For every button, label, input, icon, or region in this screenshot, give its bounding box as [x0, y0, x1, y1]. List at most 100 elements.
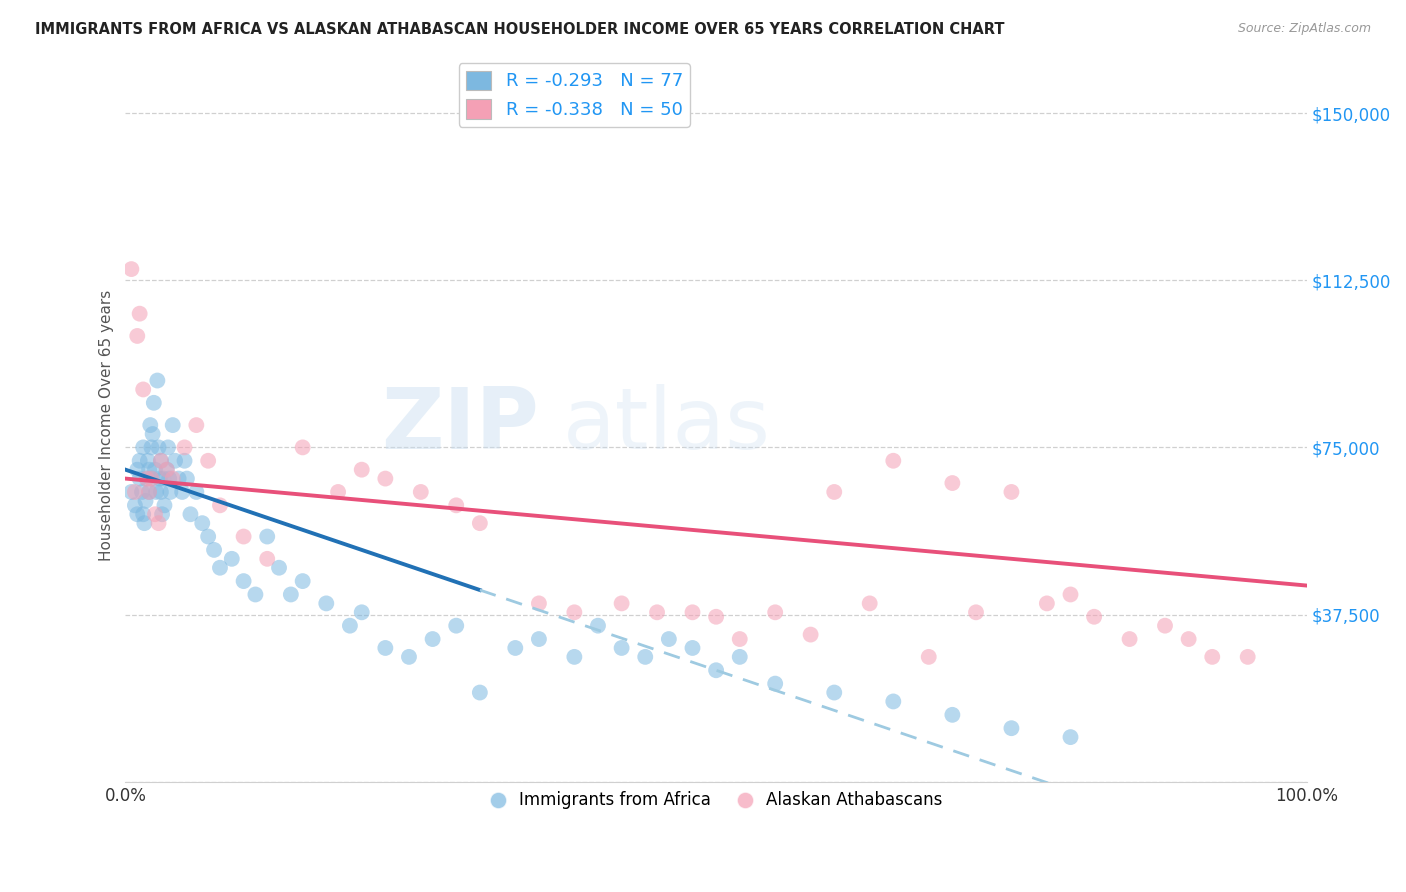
Point [179, 508, 201, 522]
Point [422, 632, 444, 646]
Point [127, 463, 149, 477]
Point [197, 529, 219, 543]
Point [159, 485, 181, 500]
Point [156, 463, 179, 477]
Point [208, 560, 231, 574]
Point [221, 551, 243, 566]
Point [444, 618, 467, 632]
Point [124, 499, 146, 513]
Text: Source: ZipAtlas.com: Source: ZipAtlas.com [1237, 22, 1371, 36]
Point [564, 649, 586, 664]
Point [941, 707, 963, 722]
Point [172, 485, 194, 500]
Point [610, 596, 633, 610]
Point [527, 632, 550, 646]
Point [156, 441, 179, 455]
Point [256, 529, 278, 543]
Point [134, 516, 156, 531]
Point [145, 485, 167, 500]
Point [153, 499, 176, 513]
Point [374, 472, 396, 486]
Point [658, 632, 681, 646]
Point [682, 640, 704, 655]
Point [527, 596, 550, 610]
Point [167, 472, 190, 486]
Point [823, 485, 845, 500]
Point [232, 574, 254, 588]
Point [586, 618, 609, 632]
Point [127, 329, 149, 343]
Point [1059, 587, 1081, 601]
Point [245, 587, 267, 601]
Point [149, 454, 172, 468]
Point [148, 441, 170, 455]
Point [131, 485, 153, 500]
Point [941, 476, 963, 491]
Point [136, 454, 159, 468]
Point [128, 472, 150, 486]
Point [682, 605, 704, 619]
Point [173, 454, 195, 468]
Point [350, 463, 373, 477]
Point [176, 472, 198, 486]
Point [564, 605, 586, 619]
Point [148, 516, 170, 531]
Point [1059, 730, 1081, 744]
Point [142, 396, 165, 410]
Point [132, 508, 155, 522]
Point [142, 427, 165, 442]
Point [409, 485, 432, 500]
Point [143, 508, 166, 522]
Point [859, 596, 882, 610]
Point [138, 463, 160, 477]
Point [149, 472, 172, 486]
Point [823, 685, 845, 699]
Point [156, 463, 179, 477]
Point [124, 485, 146, 500]
Point [444, 499, 467, 513]
Point [291, 441, 314, 455]
Point [291, 574, 314, 588]
Point [918, 649, 941, 664]
Point [141, 441, 163, 455]
Point [634, 649, 657, 664]
Point [191, 516, 214, 531]
Point [350, 605, 373, 619]
Point [374, 640, 396, 655]
Point [157, 472, 180, 486]
Point [800, 627, 823, 641]
Point [127, 508, 149, 522]
Point [138, 485, 160, 500]
Point [150, 508, 173, 522]
Point [128, 307, 150, 321]
Point [339, 618, 361, 632]
Point [256, 551, 278, 566]
Point [120, 485, 142, 500]
Point [326, 485, 349, 500]
Point [503, 640, 526, 655]
Point [965, 605, 987, 619]
Point [208, 499, 231, 513]
Point [128, 454, 150, 468]
Point [135, 472, 157, 486]
Point [232, 529, 254, 543]
Point [173, 441, 195, 455]
Point [165, 454, 187, 468]
Point [135, 472, 157, 486]
Point [162, 418, 184, 433]
Text: IMMIGRANTS FROM AFRICA VS ALASKAN ATHABASCAN HOUSEHOLDER INCOME OVER 65 YEARS CO: IMMIGRANTS FROM AFRICA VS ALASKAN ATHABA… [35, 22, 1005, 37]
Text: atlas: atlas [562, 384, 770, 467]
Point [468, 516, 491, 531]
Point [1036, 596, 1059, 610]
Point [1000, 721, 1022, 735]
Point [135, 494, 157, 508]
Point [728, 632, 751, 646]
Point [186, 485, 208, 500]
Point [149, 485, 172, 500]
Text: ZIP: ZIP [381, 384, 538, 467]
Point [141, 472, 163, 486]
Point [186, 418, 208, 433]
Point [468, 685, 491, 699]
Point [149, 454, 172, 468]
Point [1000, 485, 1022, 500]
